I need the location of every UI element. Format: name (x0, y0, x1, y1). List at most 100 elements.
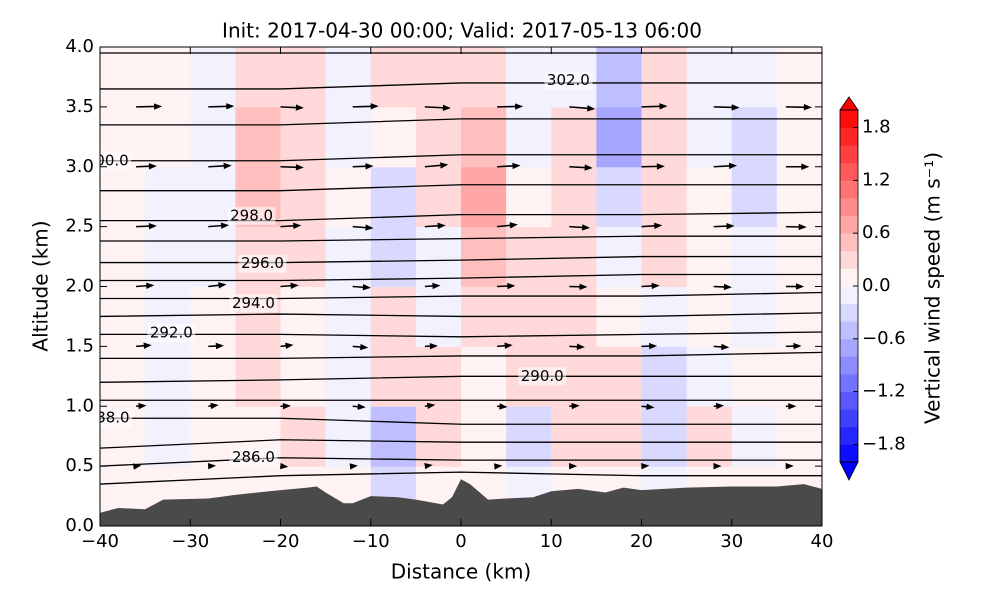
wind-arrow (713, 104, 740, 111)
isentrope (100, 351, 822, 359)
wind-arrow-shaft (280, 165, 298, 169)
wind-arrow-head (494, 463, 503, 470)
wind-arrow-shaft (136, 225, 151, 228)
wind-arrow-head (290, 282, 299, 289)
vertical-wind-cell (370, 346, 417, 407)
wind-arrow (641, 403, 655, 410)
wind-arrow-head (424, 462, 433, 470)
vertical-wind-cell (325, 406, 372, 467)
colorbar-swatch (840, 374, 858, 392)
wind-arrow (713, 402, 725, 410)
colorbar-swatch (840, 180, 858, 199)
wind-arrow-head (723, 283, 732, 291)
wind-arrow-head (280, 462, 289, 470)
isentrope (100, 118, 822, 126)
wind-arrow-shaft (352, 105, 373, 108)
wind-arrow (424, 402, 436, 410)
isentrope (100, 331, 822, 338)
wind-arrow-shaft (208, 105, 229, 108)
vertical-wind-cell (280, 106, 327, 168)
wind-arrow-head (154, 103, 163, 110)
wind-arrow-shaft (569, 106, 590, 110)
colorbar-tick-label: 0.6 (862, 222, 891, 243)
vertical-wind-cell (731, 47, 778, 108)
vertical-wind-cell (280, 406, 327, 467)
wind-arrow-head (282, 402, 291, 410)
wind-arrow (352, 284, 371, 291)
wind-arrow-shaft (424, 224, 440, 228)
contour-label: 292.0 (150, 324, 193, 342)
vertical-wind-cell (325, 226, 372, 287)
x-axis-label: Distance (km) (391, 560, 531, 584)
vertical-wind-cell (325, 166, 372, 228)
wind-arrow-shaft (352, 165, 368, 168)
wind-arrow-head (656, 163, 665, 170)
vertical-wind-cell (415, 106, 462, 168)
wind-arrow (136, 282, 155, 289)
wind-arrow-head (349, 463, 358, 470)
wind-arrow (569, 402, 580, 410)
wind-arrow-head (785, 462, 794, 470)
wind-arrow (136, 222, 157, 230)
wind-arrow-head (362, 284, 371, 291)
vertical-wind-cell (415, 406, 462, 467)
colorbar-swatch (840, 391, 858, 410)
wind-arrow (641, 342, 658, 350)
wind-arrow-head (713, 462, 722, 470)
isentrope (100, 312, 822, 318)
isentrope (100, 184, 822, 192)
contour-label-background (518, 367, 567, 386)
wind-arrow (208, 282, 227, 289)
wind-arrow (424, 282, 441, 290)
wind-arrow-head (357, 403, 366, 410)
wind-arrow (208, 103, 235, 110)
wind-arrow-head (215, 342, 224, 350)
wind-arrow-head (148, 222, 157, 230)
vertical-wind-cell (731, 286, 778, 347)
contour-label-background (544, 71, 593, 90)
wind-arrow-shaft (280, 284, 293, 288)
wind-arrow-shaft (569, 225, 585, 229)
vertical-wind-cell (280, 346, 327, 407)
wind-arrow (352, 224, 374, 231)
colorbar-swatch (840, 127, 858, 146)
wind-arrow-shaft (497, 285, 510, 288)
contour-label: 290.0 (521, 367, 564, 385)
wind-arrow-head (132, 463, 142, 470)
chart-title: Init: 2017-04-30 00:00; Valid: 2017-05-1… (222, 19, 702, 43)
wind-arrow (424, 462, 433, 470)
wind-arrow (136, 342, 152, 349)
contour-label-background (147, 324, 196, 343)
vertical-wind-cell (190, 286, 236, 347)
vertical-wind-cell (325, 47, 372, 108)
wind-arrow-shaft (424, 164, 443, 168)
y-tick-label: 1.5 (65, 335, 94, 356)
vertical-wind-cell (370, 47, 417, 108)
vertical-wind-cell (551, 226, 597, 287)
colorbar-tick-label: 1.8 (862, 117, 891, 138)
wind-arrow (424, 342, 438, 350)
wind-arrow (785, 283, 805, 290)
wind-arrow-head (731, 104, 740, 111)
vertical-wind-cell (596, 106, 642, 168)
wind-arrow (497, 342, 513, 349)
vertical-wind-cell (506, 226, 552, 287)
vertical-wind-cell (145, 47, 191, 108)
colorbar-swatch (840, 162, 858, 181)
isentrope (100, 273, 822, 282)
vertical-wind-cell (280, 166, 327, 228)
wind-arrow (280, 462, 289, 470)
wind-arrow (352, 343, 369, 351)
wind-arrow-shaft (569, 165, 587, 169)
wind-arrow-shaft (713, 285, 726, 288)
wind-arrow-shaft (497, 164, 515, 168)
vertical-wind-cell (190, 406, 236, 467)
wind-arrow-head (220, 222, 230, 229)
wind-arrow-shaft (424, 106, 445, 109)
wind-arrow (280, 104, 304, 111)
wind-arrow-head (499, 403, 508, 410)
x-tick-label: 20 (630, 531, 653, 552)
wind-arrow-head (648, 342, 658, 350)
wind-arrow (424, 222, 446, 230)
axes: −40 −30 −20 −10 0 10 20 30 400.00.51.01.52.02.53… (65, 36, 833, 552)
